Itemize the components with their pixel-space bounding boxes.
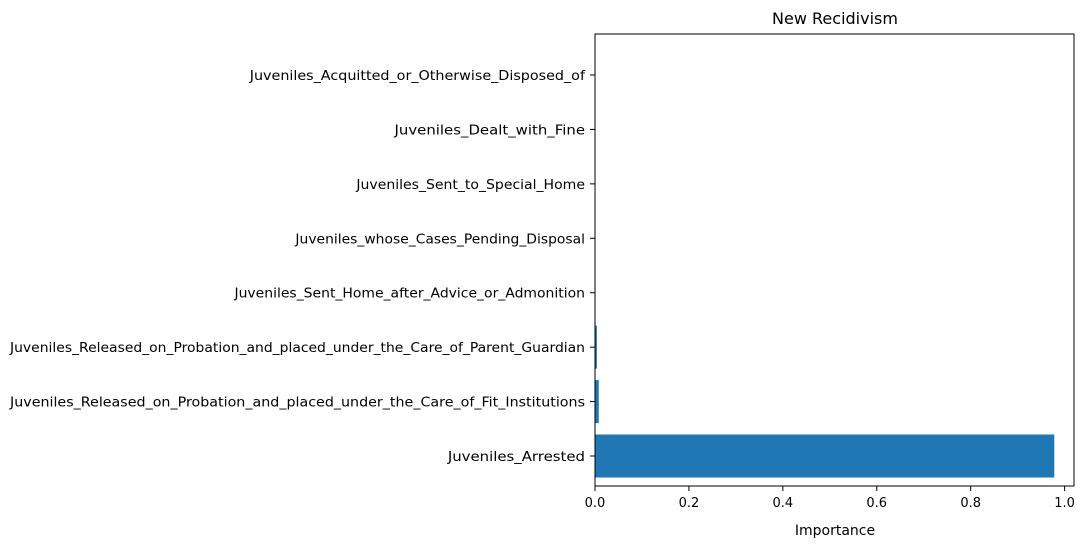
x-tick-label-5: 1.0: [1054, 496, 1075, 511]
y-tick-label-2: Juveniles_Sent_to_Special_Home: [355, 178, 585, 193]
x-tick-label-3: 0.6: [866, 496, 887, 511]
x-tick-label-2: 0.4: [772, 496, 793, 511]
chart-title: New Recidivism: [772, 9, 898, 28]
y-tick-label-3: Juveniles_whose_Cases_Pending_Disposal: [294, 232, 585, 247]
bars-layer: [595, 271, 1054, 477]
y-tick-label-4: Juveniles_Sent_Home_after_Advice_or_Admo…: [233, 287, 585, 302]
y-axis: Juveniles_Acquitted_or_Otherwise_Dispose…: [9, 69, 595, 465]
y-tick-label-5: Juveniles_Released_on_Probation_and_plac…: [9, 341, 585, 356]
y-tick-label-1: Juveniles_Dealt_with_Fine: [393, 123, 585, 138]
x-axis: 0.0 0.2 0.4 0.6 0.8 1.0: [585, 486, 1075, 511]
x-tick-label-1: 0.2: [679, 496, 700, 511]
y-tick-label-7: Juveniles_Arrested: [447, 450, 585, 465]
bar-7: [595, 435, 1054, 478]
y-tick-label-6: Juveniles_Released_on_Probation_and_plac…: [9, 396, 585, 411]
x-tick-label-0: 0.0: [585, 496, 606, 511]
bar-6: [595, 380, 599, 423]
plot-frame: [595, 34, 1074, 486]
x-axis-label: Importance: [795, 523, 875, 539]
x-tick-label-4: 0.8: [960, 496, 981, 511]
y-tick-label-0: Juveniles_Acquitted_or_Otherwise_Dispose…: [249, 69, 586, 84]
